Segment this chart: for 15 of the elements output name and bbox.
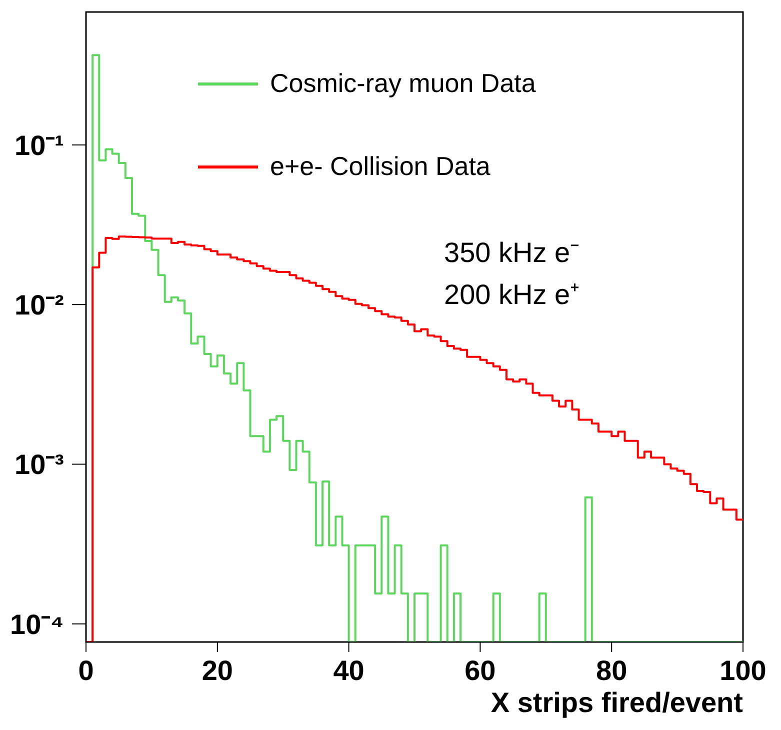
y-tick-label: 10⁻⁴ (10, 608, 64, 640)
x-tick-label: 80 (596, 655, 628, 686)
x-tick-label: 40 (333, 655, 364, 686)
legend-label: Cosmic-ray muon Data (270, 68, 536, 99)
y-tick-label: 10⁻¹ (14, 130, 64, 161)
y-tick-label: 10⁻² (14, 290, 64, 321)
annotation: 200 kHz e⁺ (444, 279, 580, 310)
legend-label: e+e- Collision Data (270, 151, 490, 182)
x-tick-label: 100 (720, 655, 766, 686)
x-tick-label: 0 (78, 655, 94, 686)
y-tick-label: 10⁻³ (14, 449, 64, 480)
x-tick-label: 60 (464, 655, 496, 686)
x-axis-title: X strips fired/event (490, 687, 743, 718)
x-tick-label: 20 (202, 655, 233, 686)
annotation: 350 kHz e⁻ (444, 237, 580, 268)
